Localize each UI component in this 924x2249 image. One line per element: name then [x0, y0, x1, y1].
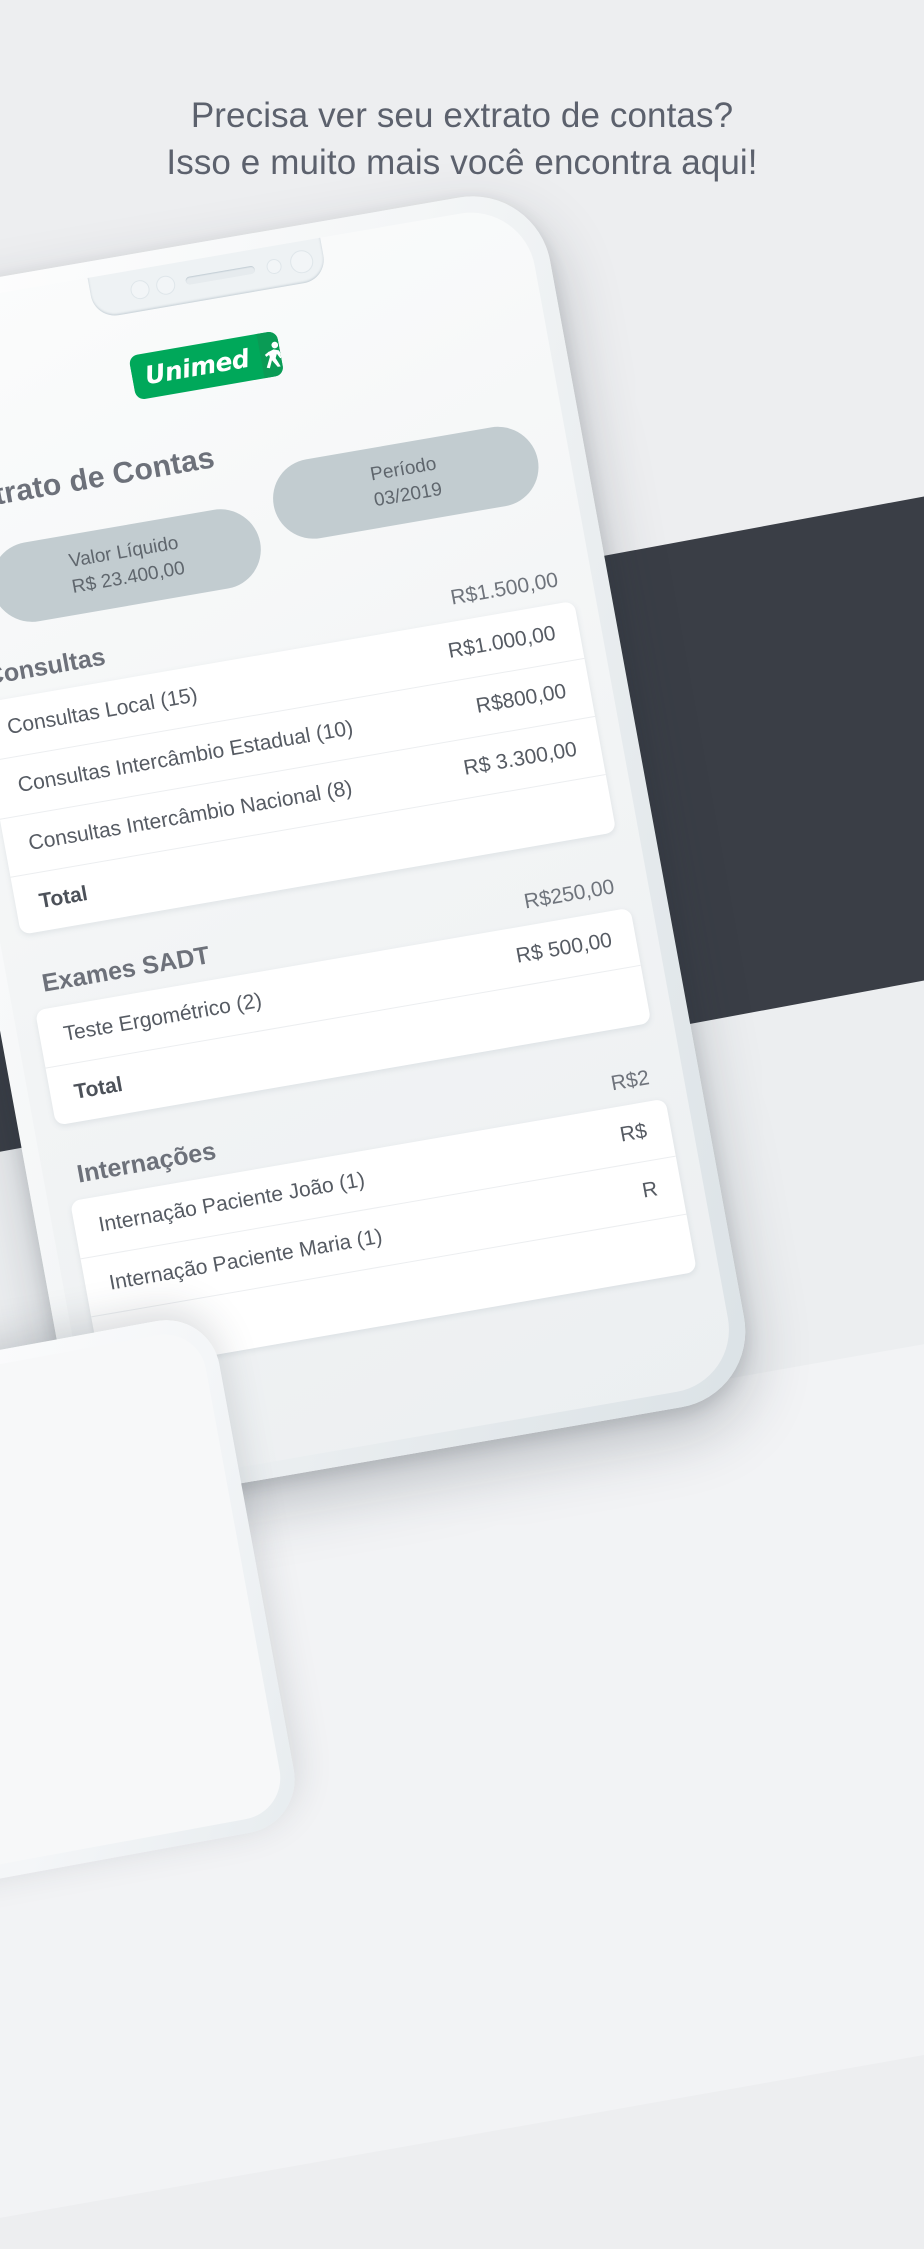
logo-divider [252, 344, 258, 370]
total-label: Total [37, 882, 90, 914]
section-value: R$2 [609, 1066, 652, 1096]
section-value: R$250,00 [522, 875, 617, 914]
headline-line-1: Precisa ver seu extrato de contas? [190, 96, 734, 135]
phone-notch [87, 235, 328, 320]
row-value: R [640, 1177, 660, 1203]
speaker-icon [185, 265, 256, 286]
row-value: R$1.000,00 [446, 621, 558, 663]
camera-icon [128, 278, 152, 301]
row-value: R$800,00 [474, 679, 569, 718]
phone-mockup: Unimed [0, 184, 759, 1510]
periodo-pill[interactable]: Período 03/2019 [266, 420, 546, 545]
proximity-sensor-icon [265, 257, 283, 276]
sensor-icon [154, 274, 177, 297]
row-value: R$ 500,00 [514, 928, 614, 968]
unimed-logo: Unimed [128, 330, 285, 401]
row-value: R$ 3.300,00 [461, 737, 579, 780]
screen-title: Extrato de Contas [0, 441, 218, 518]
total-label: Total [72, 1072, 125, 1104]
phone-screen: Unimed [0, 202, 740, 1492]
section-value: R$1.500,00 [448, 568, 560, 610]
phone-body: Unimed [0, 184, 759, 1510]
headline-line-2: Isso e muito mais você encontra aqui! [166, 143, 758, 182]
unimed-logo-text: Unimed [129, 343, 252, 393]
row-value: R$ [618, 1119, 649, 1147]
runner-icon [256, 330, 285, 379]
front-camera-icon [288, 248, 316, 276]
page-title: Precisa ver seu extrato de contas? Isso … [0, 92, 924, 186]
